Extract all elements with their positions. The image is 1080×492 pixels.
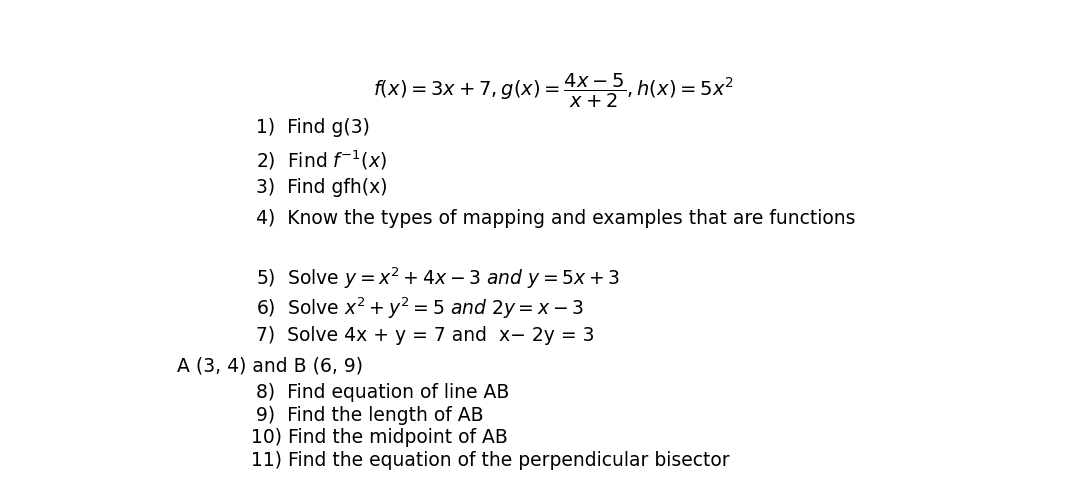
Text: A (3, 4) and B (6, 9): A (3, 4) and B (6, 9) [177, 356, 363, 375]
Text: 9)  Find the length of AB: 9) Find the length of AB [256, 406, 484, 425]
Text: 5)  Solve $y = x^2 + 4x - 3$ $and$ $y = 5x + 3$: 5) Solve $y = x^2 + 4x - 3$ $and$ $y = 5… [256, 266, 620, 291]
Text: 1)  Find g(3): 1) Find g(3) [256, 118, 370, 137]
Text: 7)  Solve 4x + y = 7 and  x− 2y = 3: 7) Solve 4x + y = 7 and x− 2y = 3 [256, 326, 595, 345]
Text: 8)  Find equation of line AB: 8) Find equation of line AB [256, 383, 510, 402]
Text: 10) Find the midpoint of AB: 10) Find the midpoint of AB [251, 429, 508, 447]
Text: 3)  Find gfh(x): 3) Find gfh(x) [256, 179, 388, 197]
Text: 4)  Know the types of mapping and examples that are functions: 4) Know the types of mapping and example… [256, 209, 855, 228]
Text: 6)  Solve $x^2 + y^2 = 5$ $and$ $2y = x - 3$: 6) Solve $x^2 + y^2 = 5$ $and$ $2y = x -… [256, 296, 584, 321]
Text: 11) Find the equation of the perpendicular bisector: 11) Find the equation of the perpendicul… [251, 451, 729, 470]
Text: $f(x) = 3x + 7, g(x) = \dfrac{4x-5}{x+2}, h(x) = 5x^2$: $f(x) = 3x + 7, g(x) = \dfrac{4x-5}{x+2}… [373, 72, 734, 110]
Text: 2)  Find $f^{-1}(x)$: 2) Find $f^{-1}(x)$ [256, 148, 388, 172]
